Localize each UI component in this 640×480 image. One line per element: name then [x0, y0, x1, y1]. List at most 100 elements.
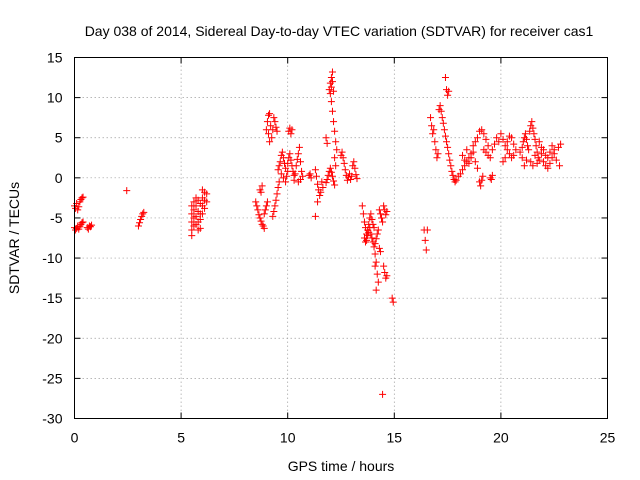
y-axis-label: SDTVAR / TECUs: [6, 182, 22, 294]
data-point-marker: [275, 162, 283, 170]
y-tick-label: -25: [42, 370, 62, 386]
data-point-marker: [260, 210, 268, 218]
data-point-marker: [258, 220, 266, 228]
data-point-marker: [347, 175, 355, 183]
data-point-marker: [306, 170, 314, 178]
data-point-marker: [529, 124, 537, 132]
data-point-marker: [271, 118, 279, 126]
data-point-marker: [480, 130, 488, 138]
y-tick-label: -15: [42, 290, 62, 306]
data-point-marker: [192, 202, 200, 210]
data-point-marker: [188, 210, 196, 218]
data-point-marker: [332, 138, 340, 146]
data-point-marker: [360, 218, 368, 226]
data-point-marker: [338, 148, 346, 156]
x-tick-label: 20: [493, 430, 509, 446]
data-point-marker: [522, 135, 530, 143]
data-point-marker: [257, 188, 265, 196]
data-point-marker: [274, 166, 282, 174]
data-point-marker: [328, 68, 336, 76]
data-point-marker: [520, 162, 528, 170]
data-point-marker: [328, 78, 336, 86]
data-point-marker: [488, 146, 496, 154]
data-point-marker: [478, 176, 486, 184]
chart-title: Day 038 of 2014, Sidereal Day-to-day VTE…: [85, 23, 594, 39]
data-point-marker: [350, 158, 358, 166]
data-point-marker: [286, 150, 294, 158]
data-point-marker: [531, 151, 539, 159]
data-point-marker: [276, 158, 284, 166]
data-point-marker: [438, 114, 446, 122]
data-point-marker: [284, 159, 292, 167]
data-point-marker: [540, 158, 548, 166]
data-point-marker: [296, 158, 304, 166]
data-point-marker: [510, 140, 518, 148]
data-point-marker: [469, 148, 477, 156]
data-point-marker: [439, 119, 447, 127]
data-point-marker: [367, 230, 375, 238]
data-point-marker: [465, 159, 473, 167]
data-point-marker: [535, 138, 543, 146]
grid-layer: [74, 57, 608, 419]
data-point-marker: [323, 175, 331, 183]
data-point-marker: [327, 98, 335, 106]
data-point-marker: [273, 127, 281, 135]
data-point-marker: [298, 167, 306, 175]
data-point-marker: [332, 162, 340, 170]
data-point-marker: [446, 156, 454, 164]
data-point-marker: [312, 172, 320, 180]
data-point-marker: [188, 232, 196, 240]
data-point-marker: [314, 180, 322, 188]
data-point-marker: [261, 206, 269, 214]
data-point-marker: [510, 151, 518, 159]
data-point-marker: [433, 154, 441, 162]
data-point-marker: [529, 162, 537, 170]
data-point-marker: [137, 216, 145, 224]
data-point-marker: [295, 143, 303, 151]
data-point-marker: [79, 193, 87, 201]
data-point-marker: [266, 110, 274, 118]
data-point-marker: [379, 390, 387, 398]
data-point-marker: [491, 140, 499, 148]
data-point-marker: [526, 127, 534, 135]
data-point-marker: [463, 146, 471, 154]
data-point-marker: [328, 107, 336, 115]
data-point-marker: [524, 142, 532, 150]
data-point-marker: [311, 166, 319, 174]
data-point-marker: [294, 150, 302, 158]
data-point-marker: [343, 176, 351, 184]
data-point-marker: [265, 130, 273, 138]
data-point-marker: [428, 122, 436, 130]
data-point-marker: [518, 143, 526, 151]
data-point-marker: [333, 146, 341, 154]
data-point-marker: [287, 156, 295, 164]
data-point-marker: [203, 190, 211, 198]
data-point-marker: [546, 148, 554, 156]
data-point-marker: [378, 214, 386, 222]
x-tick-label: 5: [177, 430, 185, 446]
data-point-marker: [201, 204, 209, 212]
data-point-marker: [383, 208, 391, 216]
data-point-marker: [359, 210, 367, 218]
data-point-marker: [521, 130, 529, 138]
data-point-marker: [267, 122, 275, 130]
data-point-marker: [327, 168, 335, 176]
data-point-marker: [317, 188, 325, 196]
data-point-marker: [493, 134, 501, 142]
data-point-marker: [459, 166, 467, 174]
data-point-marker: [192, 212, 200, 220]
data-point-marker: [550, 150, 558, 158]
data-point-marker: [198, 210, 206, 218]
data-point-marker: [467, 154, 475, 162]
data-point-marker: [277, 170, 285, 178]
data-point-marker: [74, 206, 82, 214]
data-point-marker: [322, 134, 330, 142]
data-point-marker: [140, 208, 148, 216]
data-point-marker: [196, 224, 204, 232]
data-point-marker: [452, 176, 460, 184]
data-point-marker: [421, 236, 429, 244]
data-point-marker: [518, 154, 526, 162]
data-point-marker: [340, 159, 348, 167]
data-point-marker: [262, 126, 270, 134]
